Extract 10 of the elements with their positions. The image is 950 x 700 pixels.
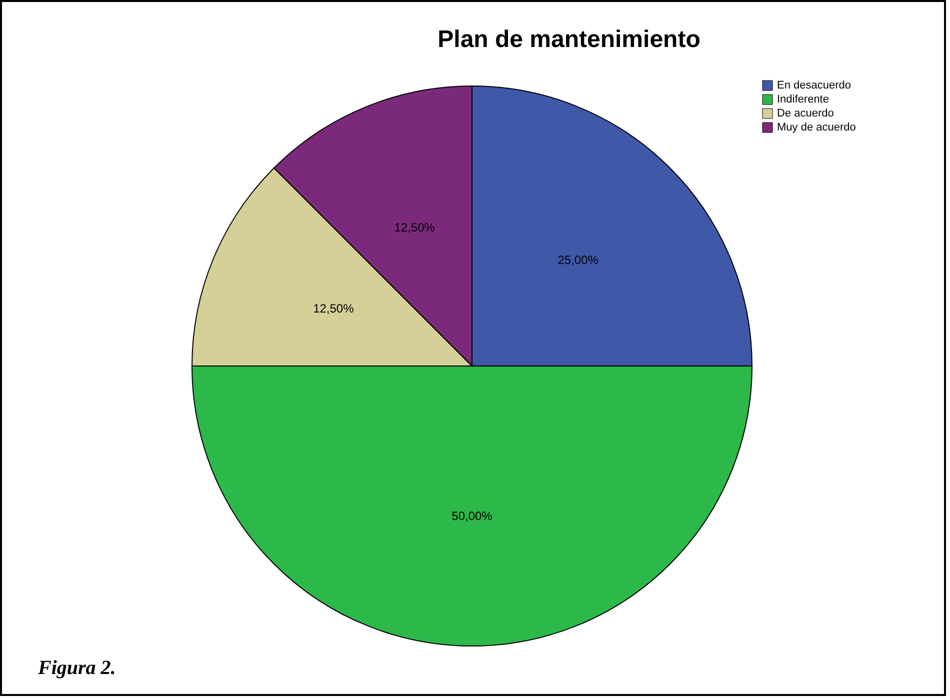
legend-label: Muy de acuerdo [777, 122, 856, 134]
data-label: 50,00% [452, 509, 493, 523]
text: Figura 2. [37, 657, 116, 679]
data-label: 12,50% [394, 220, 436, 234]
chart-title: Plan de mantenimiento [438, 26, 700, 53]
data-label: 25,00% [558, 252, 599, 267]
legend-label: Indiferente [777, 94, 829, 106]
data-label: 12,50% [313, 302, 354, 316]
legend-label: De acuerdo [777, 108, 834, 120]
legend-label: En desacuerdo [777, 80, 851, 92]
